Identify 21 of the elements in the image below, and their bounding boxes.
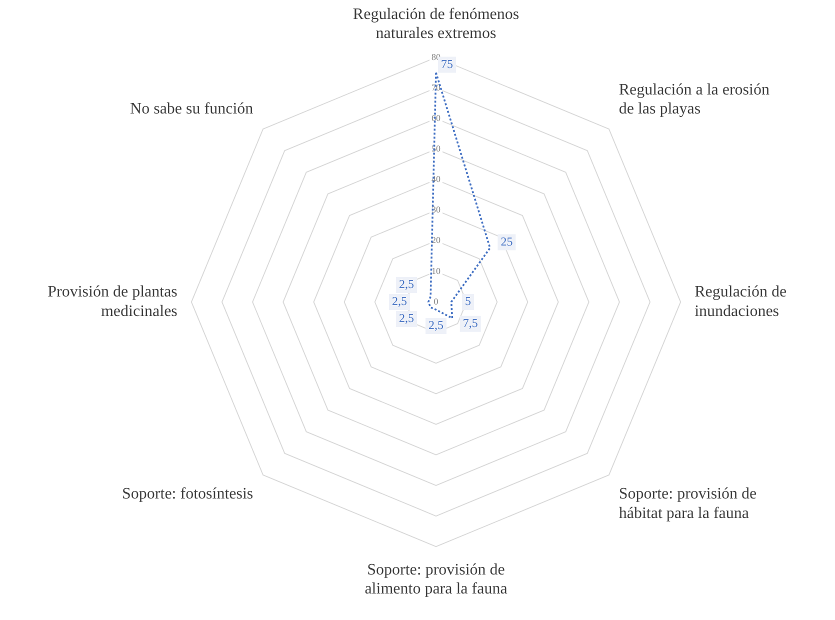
spoke-label: Soporte: fotosíntesis [122, 486, 254, 503]
data-label: 7,5 [462, 316, 478, 330]
spoke-label: Regulación de fenómenos naturales extremos [352, 6, 520, 42]
y-tick-label: 20 [432, 235, 441, 246]
data-label: 2,5 [428, 318, 444, 332]
y-tick-label: 0 [434, 296, 439, 306]
data-label: 5 [465, 294, 471, 308]
data-label: 2,5 [399, 311, 414, 326]
y-tick-label: 30 [432, 204, 441, 215]
spoke-label: No sabe su función [130, 100, 254, 118]
spoke-label: Soporte: provisión de alimento para la fauna [364, 561, 508, 598]
data-label: 2,5 [392, 294, 407, 308]
spoke-label: Regulación de inundaciones [694, 284, 787, 320]
spoke-label: Provisión de plantas medicinales [48, 284, 178, 320]
spoke-label: Regulación a la erosión de las playas [618, 82, 770, 118]
data-label: 25 [500, 234, 513, 248]
spoke-label: Soporte: provisión de hábitat para la fauna [618, 486, 757, 522]
y-tick-label: 10 [432, 266, 441, 276]
data-label: 75 [441, 56, 453, 71]
y-tick-label: 40 [432, 174, 441, 184]
data-label: 2,5 [399, 277, 414, 292]
